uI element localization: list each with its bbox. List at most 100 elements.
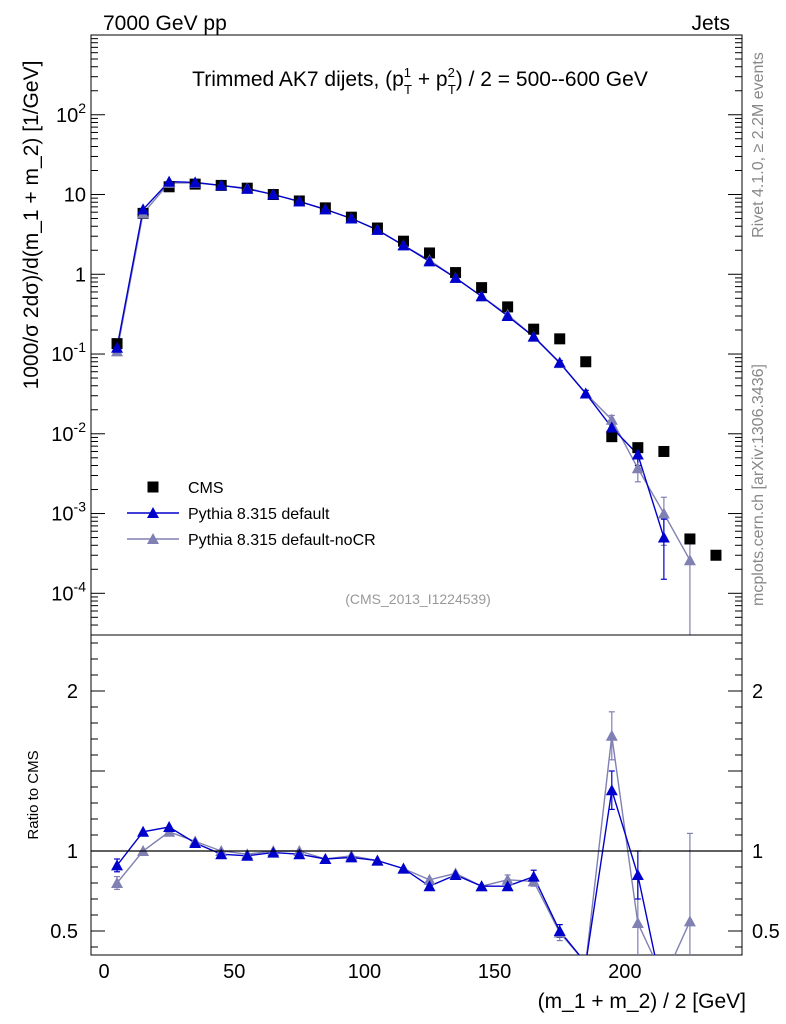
ratio-point-default: [241, 849, 254, 861]
ratio-point-default: [345, 851, 358, 863]
data-point-default: [423, 255, 436, 267]
data-point-default: [579, 387, 592, 399]
x-tick-label: 100: [348, 961, 381, 983]
data-point-default: [657, 531, 670, 543]
data-point-cms: [580, 356, 592, 368]
data-point-cms: [502, 301, 514, 313]
ratio-point-default: [449, 869, 462, 880]
data-point-cms: [606, 431, 618, 443]
y-tick-label: 10-4: [51, 578, 86, 605]
data-point-default: [345, 212, 358, 224]
data-point-default: [111, 341, 124, 353]
ratio-point-default: [163, 821, 176, 832]
ratio-point-default: [423, 880, 436, 892]
ratio-panel: 0 50 100 150 200 0.5 0.5 1 1 2 2 Ratio to CMS (m_1 +…: [25, 634, 780, 1013]
legend-entry: Pythia 8.315 default-noCR: [188, 532, 376, 549]
ratio-frame: [90, 634, 743, 956]
ratio-point-nocr: [111, 877, 124, 888]
x-tick-label: 0: [98, 961, 109, 983]
x-tick-label: 150: [478, 961, 511, 983]
legend-entry: Pythia 8.315 default: [188, 506, 330, 523]
header-left: 7000 GeV pp: [103, 12, 227, 35]
data-point-cms: [632, 442, 644, 454]
ratio-point-default: [527, 870, 540, 882]
ratio-point-default: [475, 880, 488, 892]
ratio-point-default: [111, 859, 124, 871]
ratio-y-axis-label: Ratio to CMS: [25, 750, 42, 839]
data-point-default: [137, 203, 150, 215]
x-tick-label: 200: [608, 961, 641, 983]
series-line-default: [116, 180, 665, 538]
data-point-default: [631, 448, 644, 460]
data-point-default: [371, 223, 384, 235]
ratio-point-default: [319, 853, 332, 864]
y-tick-label: 10-1: [51, 339, 86, 366]
data-point-cms: [710, 549, 722, 561]
ratio-point-default: [631, 869, 644, 880]
data-point-cms: [476, 282, 488, 294]
ratio-point-nocr: [631, 917, 644, 928]
ratio-point-default: [137, 825, 150, 837]
y-tick-label: 10-2: [51, 419, 86, 446]
y-tick-label: 10: [64, 185, 86, 207]
data-point-default: [241, 182, 254, 194]
ratio-point-default: [267, 846, 280, 858]
legend-marker-nocr: [147, 533, 159, 544]
data-point-cms: [658, 445, 670, 457]
ratio-y-tick-label-right: 2: [752, 681, 763, 703]
ratio-point-nocr: [423, 873, 436, 885]
ratio-point-default: [553, 925, 566, 936]
data-point-default: [267, 188, 280, 200]
data-point-nocr: [683, 554, 696, 566]
data-point-default: [527, 330, 540, 342]
ratio-point-nocr: [683, 915, 696, 927]
ratio-point-default: [501, 880, 514, 892]
x-axis-label: (m_1 + m_2) / 2 [GeV]: [538, 990, 746, 1013]
mcplots-label: mcplots.cern.ch [arXiv:1306.3436]: [750, 364, 767, 606]
ratio-y-tick-label-right: 0.5: [752, 921, 780, 943]
ratio-y-tick-label-left: 1: [67, 841, 78, 863]
data-point-default: [293, 195, 306, 207]
ratio-y-tick-label-right: 1: [752, 841, 763, 863]
data-point-default: [475, 290, 488, 302]
ratio-series-group: [111, 711, 696, 955]
watermark: (CMS_2013_I1224539): [345, 591, 491, 607]
data-point-cms: [554, 333, 566, 345]
ratio-point-default: [293, 848, 306, 860]
data-point-cms: [528, 323, 540, 335]
ratio-point-default: [215, 848, 228, 860]
data-point-cms: [684, 533, 696, 545]
data-point-default: [189, 176, 202, 188]
legend-entry: CMS: [188, 480, 224, 497]
ratio-point-default: [189, 837, 202, 848]
ratio-y-tick-label-left: 0.5: [50, 921, 78, 943]
ratio-point-default: [397, 862, 410, 874]
ratio-line-default: [116, 789, 656, 955]
data-point-default: [501, 309, 514, 321]
ratio-point-default: [371, 854, 384, 866]
data-point-nocr: [631, 462, 644, 474]
legend-marker-default: [147, 507, 159, 518]
data-point-cms: [147, 481, 159, 493]
data-point-default: [215, 179, 228, 191]
ratio-point-nocr: [501, 873, 514, 885]
data-point-default: [553, 356, 566, 368]
chart-title: Trimmed AK7 dijets, (p1 T + p2 T) / 2 = 50…: [192, 65, 648, 97]
data-point-cms: [424, 247, 436, 259]
ratio-point-default: [605, 784, 618, 796]
y-tick-label: 1: [75, 264, 86, 286]
data-point-default: [449, 271, 462, 283]
data-point-nocr: [657, 507, 670, 519]
data-point-default: [397, 239, 410, 251]
main-panel: 102 10 1 10-1 10-2 10-3 10-4 Trimmed AK7 dijets…: [20, 34, 743, 636]
data-point-default: [605, 421, 618, 433]
data-point-default: [319, 203, 332, 215]
ratio-point-nocr: [605, 729, 618, 741]
rivet-label: Rivet 4.1.0, ≥ 2.2M events: [750, 52, 767, 238]
ratio-y-tick-label-left: 2: [67, 681, 78, 703]
data-point-default: [163, 175, 176, 187]
header-right: Jets: [691, 12, 730, 35]
main-y-axis-label: 1000/σ 2dσ)/d(m_1 + m_2) [1/GeV]: [20, 61, 43, 390]
data-point-nocr: [605, 413, 618, 425]
